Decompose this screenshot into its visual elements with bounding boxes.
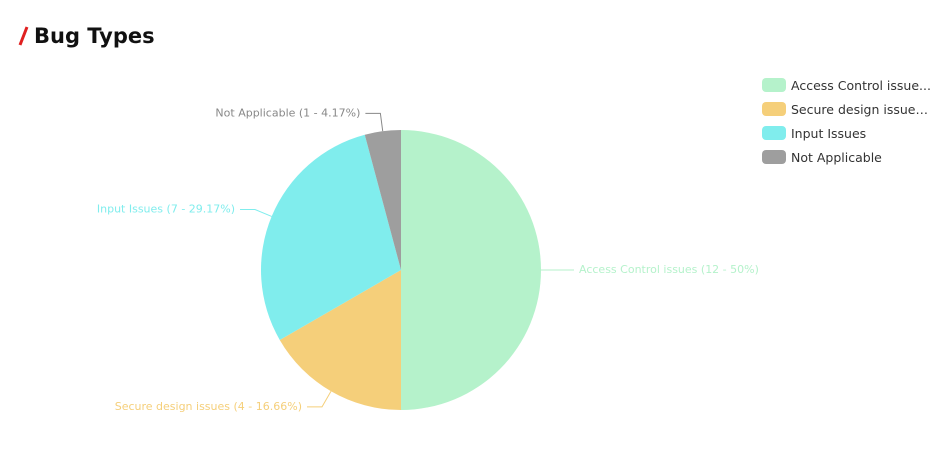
label-leader	[365, 112, 384, 132]
legend-item[interactable]: Secure design issues...	[762, 97, 931, 121]
label-leader	[240, 209, 272, 217]
legend-label: Access Control issue...	[791, 77, 931, 93]
pie-slice	[401, 130, 541, 410]
legend-item[interactable]: Access Control issue...	[762, 73, 931, 97]
pie-slice	[364, 130, 401, 270]
title-accent	[18, 26, 29, 46]
legend-item[interactable]: Not Applicable	[762, 145, 931, 169]
label-leader	[307, 390, 332, 408]
legend-swatch	[762, 150, 786, 164]
legend-swatch	[762, 78, 786, 92]
data-label: Input Issues (7 - 29.17%)	[97, 203, 235, 216]
pie-slice	[261, 134, 401, 340]
data-label: Secure design issues (4 - 16.66%)	[115, 400, 302, 413]
legend-swatch	[762, 126, 786, 140]
legend-label: Input Issues	[791, 125, 867, 141]
data-label: Access Control issues (12 - 50%)	[579, 263, 759, 276]
legend-swatch	[762, 102, 786, 116]
legend: Access Control issue... Secure design iss…	[762, 73, 931, 169]
legend-item[interactable]: Input Issues	[762, 121, 931, 145]
pie-slice	[279, 270, 401, 410]
legend-label: Secure design issues...	[791, 101, 931, 117]
chart-title: Bug Types	[34, 24, 155, 48]
legend-label: Not Applicable	[791, 149, 882, 165]
data-label: Not Applicable (1 - 4.17%)	[215, 106, 360, 119]
